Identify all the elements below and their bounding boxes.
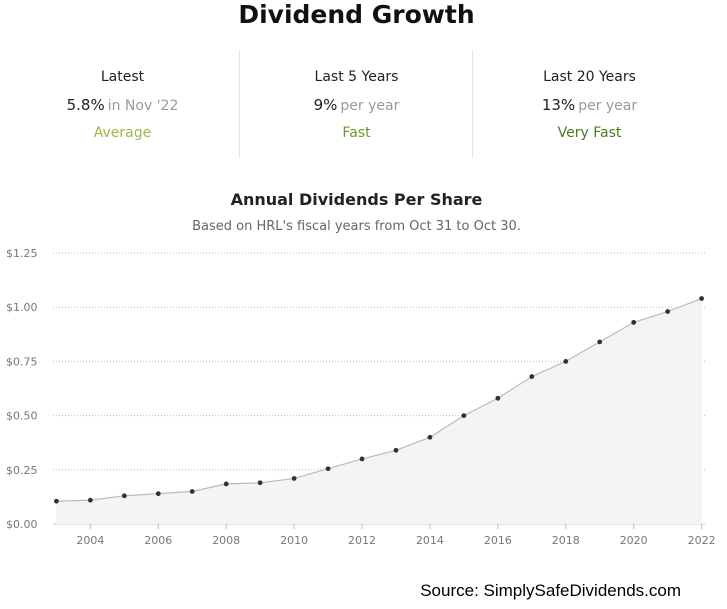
y-tick-label: $1.00 bbox=[6, 301, 38, 314]
x-tick-label: 2020 bbox=[620, 534, 648, 547]
data-point bbox=[257, 480, 263, 486]
x-tick-label: 2008 bbox=[212, 534, 240, 547]
stat-latest-value: 5.8% bbox=[66, 96, 105, 114]
data-point bbox=[427, 434, 433, 440]
data-point bbox=[529, 374, 535, 379]
stat-20-years-value: 13% bbox=[541, 96, 576, 114]
data-point bbox=[563, 359, 569, 364]
stats-panel: Latest 5.8% in Nov '22 Average Last 5 Yea… bbox=[6, 50, 706, 158]
source-credit: Source: SimplySafeDividends.com bbox=[420, 581, 681, 600]
x-tick-label: 2014 bbox=[416, 534, 444, 547]
data-point bbox=[223, 481, 229, 487]
stat-20-years-rating: Very Fast bbox=[557, 125, 622, 141]
stat-20-years-unit: per year bbox=[578, 98, 638, 114]
data-point bbox=[495, 395, 501, 401]
x-tick-label: 2018 bbox=[552, 534, 580, 547]
data-point bbox=[325, 466, 331, 472]
data-point bbox=[393, 447, 399, 453]
x-tick-label: 2010 bbox=[280, 534, 308, 547]
stat-latest-value-row: 5.8% in Nov '22 bbox=[6, 96, 239, 114]
stat-5-years-unit: per year bbox=[340, 98, 400, 114]
data-point bbox=[121, 493, 127, 499]
stat-5-years-rating: Fast bbox=[342, 125, 371, 141]
data-point bbox=[155, 491, 161, 497]
data-point bbox=[53, 498, 59, 504]
stat-20-years-label: Last 20 Years bbox=[543, 69, 636, 85]
stat-latest-label: Latest bbox=[100, 69, 145, 85]
data-point bbox=[291, 476, 297, 481]
stat-5-years-value: 9% bbox=[313, 96, 338, 114]
stat-20-years-value-row: 13% per year bbox=[473, 96, 706, 114]
x-tick-label: 2004 bbox=[76, 534, 104, 547]
y-tick-label: $0.50 bbox=[6, 410, 38, 423]
stat-20-years: Last 20 Years 13% per year Very Fast bbox=[472, 50, 706, 158]
data-point bbox=[631, 319, 637, 325]
x-tick-label: 2016 bbox=[484, 534, 512, 547]
y-tick-label: $0.00 bbox=[6, 518, 38, 531]
dividend-chart: $0.00 $0.25 $0.50 $0.75 $1.00 $1.25 2004 2006 20… bbox=[6, 247, 716, 547]
x-tick-label: 2022 bbox=[688, 534, 716, 547]
y-tick-label: $0.75 bbox=[6, 355, 38, 368]
data-point bbox=[665, 309, 671, 314]
stat-latest-unit: in Nov '22 bbox=[107, 98, 179, 114]
page-title: Dividend Growth bbox=[238, 0, 475, 29]
stat-5-years: Last 5 Years 9% per year Fast bbox=[239, 50, 473, 158]
stat-5-years-label: Last 5 Years bbox=[314, 69, 399, 85]
x-tick-label: 2012 bbox=[348, 534, 376, 547]
series-line bbox=[56, 297, 702, 502]
data-point bbox=[189, 489, 195, 494]
stat-latest: Latest 5.8% in Nov '22 Average bbox=[6, 50, 239, 158]
chart-subtitle: Based on HRL's fiscal years from Oct 31 … bbox=[192, 219, 521, 234]
stat-5-years-value-row: 9% per year bbox=[240, 96, 473, 114]
data-point bbox=[359, 456, 365, 462]
data-point bbox=[461, 413, 467, 418]
data-point bbox=[699, 296, 705, 301]
stat-latest-rating: Average bbox=[93, 125, 152, 141]
data-point bbox=[87, 497, 93, 503]
series-area bbox=[56, 298, 702, 524]
y-tick-label: $1.25 bbox=[6, 247, 38, 260]
y-tick-label: $0.25 bbox=[6, 464, 38, 477]
data-point bbox=[597, 339, 603, 345]
chart-title: Annual Dividends Per Share bbox=[230, 190, 483, 209]
x-tick-label: 2006 bbox=[144, 534, 172, 547]
